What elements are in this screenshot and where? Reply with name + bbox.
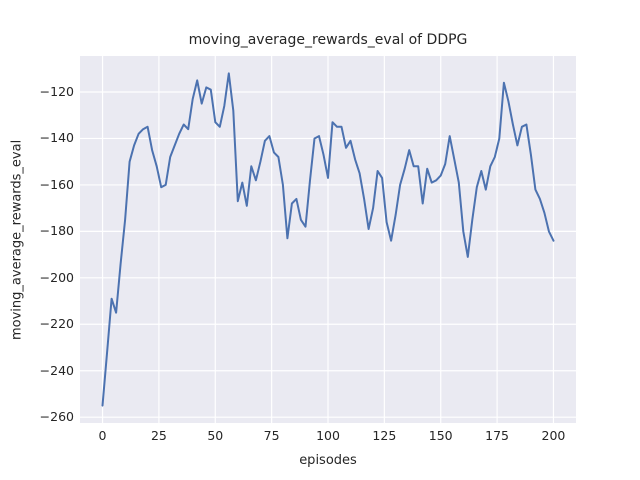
x-tick-label: 200 bbox=[541, 428, 566, 443]
x-tick-label: 175 bbox=[485, 428, 509, 443]
y-tick-label: −200 bbox=[39, 269, 74, 285]
y-tick-label: −120 bbox=[39, 84, 74, 99]
x-tick-label: 0 bbox=[98, 428, 107, 443]
x-tick-label: 75 bbox=[263, 428, 280, 443]
x-tick-label: 100 bbox=[316, 428, 340, 443]
x-tick-label: 25 bbox=[150, 428, 167, 443]
y-tick-label: −240 bbox=[39, 362, 74, 378]
y-tick-label: −160 bbox=[39, 176, 74, 192]
y-tick-label: −260 bbox=[39, 409, 74, 425]
x-tick-label: 150 bbox=[428, 428, 453, 443]
x-tick-label: 50 bbox=[207, 428, 224, 443]
y-tick-label: −220 bbox=[39, 316, 74, 332]
data-line bbox=[101, 72, 555, 407]
y-tick-label: −140 bbox=[39, 130, 74, 146]
x-axis-label: episodes bbox=[299, 453, 357, 468]
y-tick-label: −180 bbox=[39, 223, 74, 239]
chart-title: moving_average_rewards_eval of DDPG bbox=[188, 32, 468, 48]
x-tick-label: 125 bbox=[372, 428, 397, 443]
